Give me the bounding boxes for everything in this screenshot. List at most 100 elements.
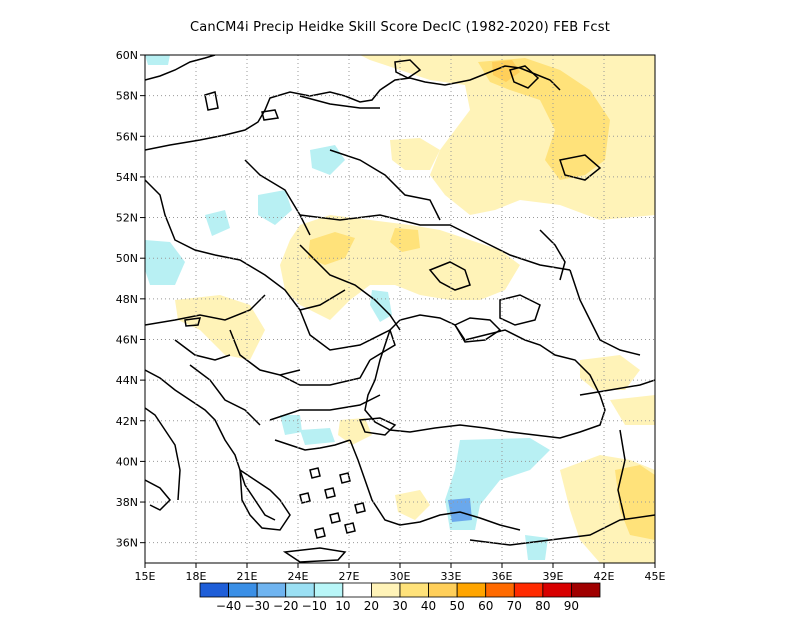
colorbar-label: 90 bbox=[564, 599, 579, 613]
y-tick-label: 48N bbox=[116, 293, 138, 306]
border-turkey-georgia bbox=[579, 379, 655, 396]
colorbar-swatch bbox=[399, 582, 429, 598]
lake-ladoga bbox=[394, 59, 422, 79]
positive-skill-region-north-east-core bbox=[492, 60, 520, 82]
colorbar-label: 80 bbox=[535, 599, 550, 613]
colorbar-label: 40 bbox=[421, 599, 436, 613]
scandinavia-coast bbox=[145, 55, 216, 81]
border-russia-caucasus bbox=[569, 269, 641, 356]
colorbar-label: −10 bbox=[302, 599, 327, 613]
x-axis: 15E 18E 21E 24E 27E 30E 33E 36E 39E 42E 45E bbox=[135, 563, 666, 583]
negative-skill-region-poland-west bbox=[205, 210, 230, 236]
adriatic-coast-east bbox=[145, 369, 276, 521]
colorbar-swatch bbox=[513, 582, 544, 598]
aegean-island-1 bbox=[309, 467, 321, 479]
colorbar-swatch bbox=[371, 582, 401, 598]
border-croatia bbox=[174, 339, 231, 361]
sea-of-azov bbox=[499, 294, 541, 326]
y-tick-label: 46N bbox=[116, 333, 138, 346]
colorbar-label: 30 bbox=[392, 599, 407, 613]
colorbar-swatch bbox=[571, 582, 601, 598]
x-tick-label: 39E bbox=[543, 570, 564, 583]
aegean-island-7 bbox=[344, 522, 356, 534]
border-bulgaria bbox=[279, 359, 371, 386]
positive-skill-region-central-inner-2 bbox=[390, 228, 420, 252]
colorbar-swatch bbox=[228, 582, 258, 598]
y-tick-label: 42N bbox=[116, 415, 138, 428]
gotland bbox=[204, 91, 219, 111]
positive-skill-region-black-sea-north bbox=[390, 138, 440, 170]
lake-balaton bbox=[184, 317, 202, 327]
border-hungary-austria bbox=[145, 294, 266, 326]
turkey-coast-west bbox=[349, 439, 521, 531]
colorbar-label: −40 bbox=[216, 599, 241, 613]
y-tick-label: 52N bbox=[116, 212, 138, 225]
lake-onega bbox=[509, 65, 540, 89]
negative-skill-region-baltic bbox=[310, 145, 345, 175]
dnieper-reservoir bbox=[428, 261, 471, 291]
adriatic-coast-west bbox=[145, 407, 181, 501]
negative-skill-region-turkey-central bbox=[445, 438, 550, 530]
border-serbia bbox=[229, 329, 301, 376]
x-tick-label: 15E bbox=[135, 570, 156, 583]
negative-skill-region-aegean bbox=[300, 428, 335, 445]
positive-skill-region-caucasus bbox=[580, 355, 640, 390]
aegean-island-2 bbox=[324, 487, 336, 499]
x-tick-label: 27E bbox=[339, 570, 360, 583]
border-ukraine-south bbox=[299, 244, 401, 331]
y-tick-label: 44N bbox=[116, 374, 138, 387]
border-belarus-russia bbox=[329, 149, 441, 221]
colorbar-swatch bbox=[199, 582, 229, 598]
y-axis: 36N 38N 40N 42N 44N 46N 48N 50N 52N 54N 56N 58N 60N bbox=[116, 49, 145, 550]
positive-skill-region-turkey-east-inner bbox=[615, 465, 655, 540]
y-tick-label: 56N bbox=[116, 130, 138, 143]
map-gridlines bbox=[145, 55, 655, 563]
aegean-island-6 bbox=[329, 512, 341, 524]
crete bbox=[282, 547, 347, 563]
border-poland-germany bbox=[145, 179, 216, 256]
positive-skill-region-hungary bbox=[175, 295, 265, 360]
border-romania bbox=[299, 309, 396, 361]
colorbar-swatch bbox=[542, 582, 572, 598]
saaremaa bbox=[261, 109, 280, 121]
x-tick-label: 45E bbox=[645, 570, 666, 583]
map-title: CanCM4i Precip Heidke Skill Score DecIC … bbox=[189, 20, 611, 35]
y-tick-label: 50N bbox=[116, 252, 138, 265]
negative-skill-region-balkans bbox=[280, 415, 302, 435]
aegean-island-3 bbox=[339, 472, 351, 484]
x-tick-label: 36E bbox=[492, 570, 513, 583]
border-turkey-iran bbox=[617, 429, 626, 521]
negative-skill-region-turkey-central-core bbox=[448, 498, 472, 522]
colorbar-label: −30 bbox=[244, 599, 269, 613]
negative-skill-region-levant bbox=[525, 535, 548, 560]
volga-reservoir bbox=[559, 154, 602, 181]
crimea bbox=[453, 317, 502, 343]
y-tick-label: 38N bbox=[116, 496, 138, 509]
greece-peloponnese bbox=[239, 468, 291, 531]
colorbar-swatch bbox=[256, 582, 287, 598]
border-ukraine-north bbox=[299, 214, 571, 271]
aegean-island-4 bbox=[299, 492, 311, 504]
colorbar-swatch bbox=[342, 582, 372, 598]
colorbar-swatch bbox=[485, 582, 515, 598]
don-river bbox=[539, 229, 566, 281]
colorbar-swatch bbox=[313, 582, 344, 598]
colorbar-swatch bbox=[456, 582, 487, 598]
border-balkans-west bbox=[189, 364, 261, 426]
colorbar-label: 10 bbox=[335, 599, 350, 613]
positive-skill-region-aegean-north bbox=[338, 418, 372, 445]
aegean-island-8 bbox=[314, 527, 326, 539]
x-tick-label: 33E bbox=[441, 570, 462, 583]
border-poland-belarus bbox=[244, 159, 311, 236]
colorbar-swatch bbox=[285, 582, 315, 598]
aegean-island-5 bbox=[354, 502, 366, 514]
y-tick-label: 40N bbox=[116, 455, 138, 468]
gulf-of-finland bbox=[299, 95, 380, 109]
y-tick-label: 36N bbox=[116, 537, 138, 550]
negative-skill-region-belarus bbox=[258, 190, 292, 225]
negative-skill-region-north bbox=[145, 55, 170, 65]
colorbar-label: 50 bbox=[450, 599, 465, 613]
black-sea-coast bbox=[364, 314, 606, 439]
border-turkey-syria bbox=[469, 514, 655, 546]
